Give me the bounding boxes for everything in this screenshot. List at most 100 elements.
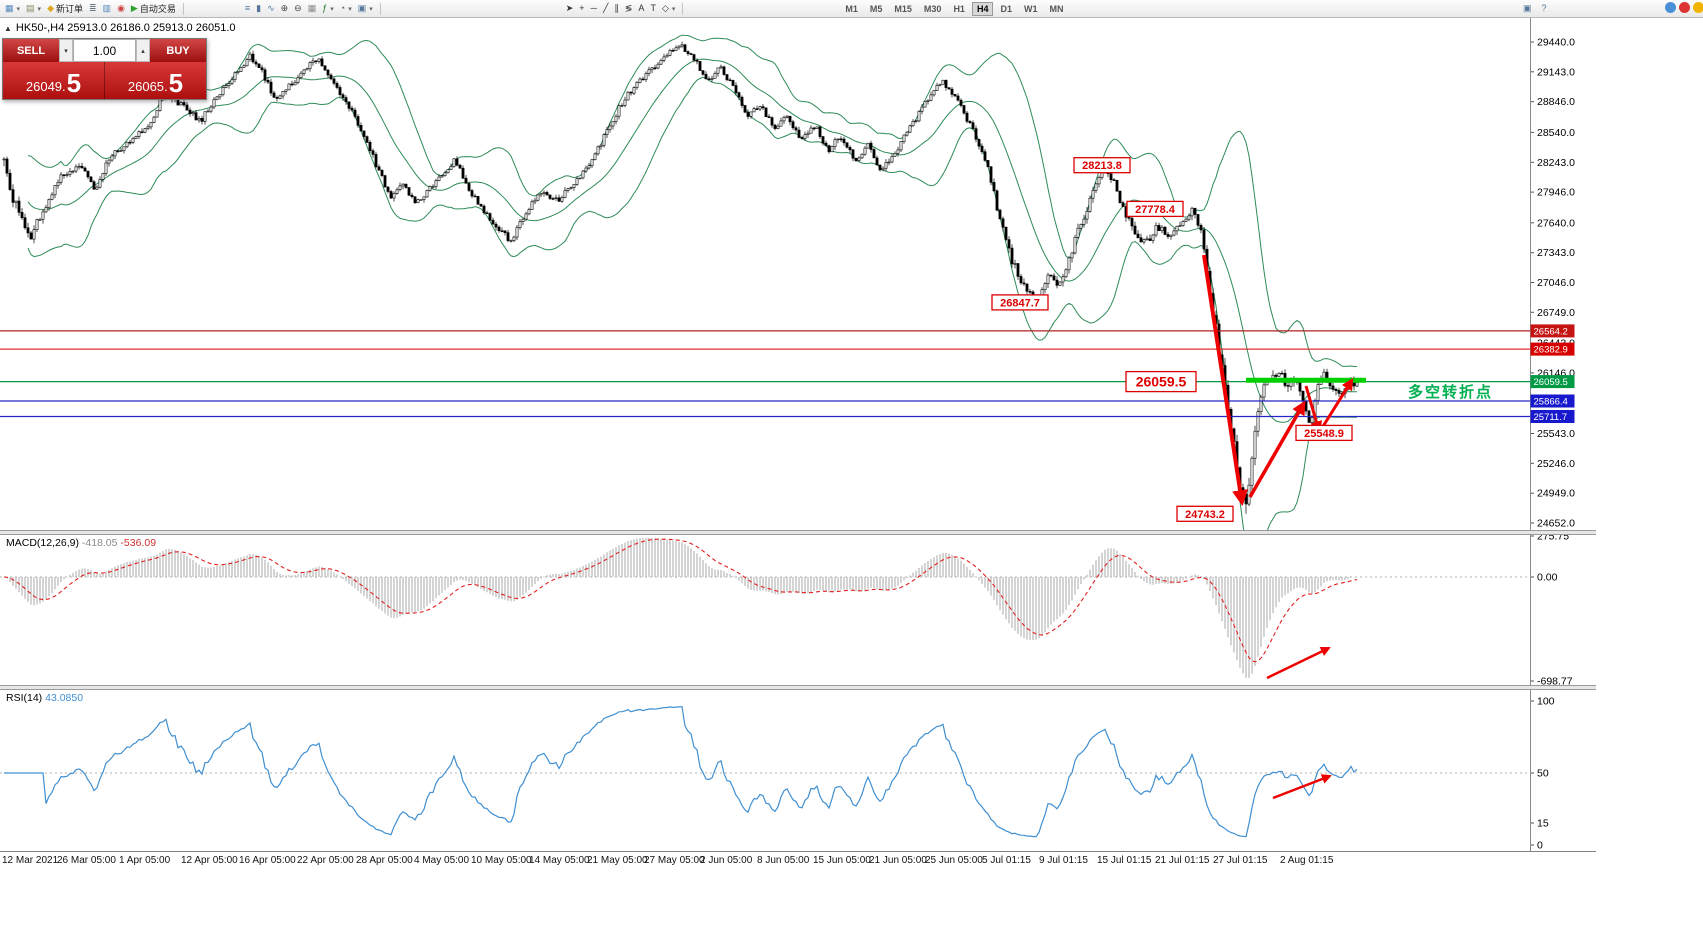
- zoom-in-button[interactable]: ⊕: [278, 1, 292, 16]
- time-axis[interactable]: 12 Mar 2021 26 Mar 05:00 1 Apr 05:00 12 Apr…: [0, 851, 1596, 870]
- profiles-button[interactable]: ▤ ▾: [23, 1, 44, 16]
- crosshair-icon: +: [579, 3, 585, 13]
- tile-windows-button[interactable]: ▦: [305, 1, 320, 16]
- toolbar-group-tools: ➤ + ─ ╱ ∥ ≶ A T ◇ ▾: [563, 1, 679, 17]
- time-axis-label: 9 Jul 01:15: [1039, 855, 1088, 866]
- chart-window[interactable]: 29440.0 29143.0 28846.0 28540.0 28243.0 27946…: [0, 17, 1596, 870]
- indicators-icon: ƒ: [322, 3, 328, 13]
- bar-chart-icon: ≡: [244, 3, 251, 13]
- bollinger-middle: [27, 58, 1357, 423]
- trendline-button[interactable]: ╱: [600, 1, 611, 16]
- timeframe-h1-button[interactable]: H1: [948, 2, 970, 16]
- volume-up-button[interactable]: ▴: [136, 39, 150, 62]
- bar-chart-button[interactable]: ≡: [242, 1, 253, 16]
- tile-windows-icon: ▦: [307, 3, 317, 13]
- price-axis-label: 26749.0: [1537, 307, 1575, 319]
- timeframe-h4-button[interactable]: H4: [971, 1, 994, 16]
- cursor-icon: ➤: [565, 3, 574, 13]
- connection-blue-icon[interactable]: [1665, 2, 1676, 13]
- new-window-button[interactable]: ▣: [1520, 1, 1535, 16]
- templates-icon: ▣: [357, 3, 367, 13]
- time-axis-label: 16 Apr 05:00: [239, 855, 296, 866]
- time-axis-label: 4 May 05:00: [414, 855, 470, 866]
- alert-yellow-icon[interactable]: [1693, 2, 1703, 13]
- time-axis-label: 12 Mar 2021: [2, 855, 59, 866]
- market-depth-icon: ≣: [89, 3, 97, 13]
- price-axis-label: 26443.0: [1537, 338, 1575, 350]
- volume-input[interactable]: [73, 39, 136, 62]
- templates-button[interactable]: ▣ ▾: [355, 1, 376, 16]
- timeframe-m15-button[interactable]: M15: [889, 2, 917, 16]
- sell-button[interactable]: SELL: [3, 39, 59, 62]
- price-axis-label: 25246.0: [1537, 458, 1575, 470]
- time-axis-label: 15 Jul 01:15: [1097, 855, 1152, 866]
- new-order-button[interactable]: ◆ 新订单: [44, 1, 86, 16]
- new-window-icon: ▣: [1523, 3, 1532, 13]
- price-chart-panel[interactable]: 29440.0 29143.0 28846.0 28540.0 28243.0 27946…: [0, 17, 1596, 530]
- price-divider: [104, 62, 105, 99]
- buy-price[interactable]: 26065. 5: [127, 68, 184, 98]
- toolbar-group-standard: ▦ ▾ ▤ ▾ ◆ 新订单 ≣ ▥ ◉ ▶ 自动交易: [2, 1, 179, 17]
- top-toolbar: ▦ ▾ ▤ ▾ ◆ 新订单 ≣ ▥ ◉ ▶ 自动交易 ≡ ▮ ∿ ⊕ ⊖ ▦ ƒ ▾ ◔ ▾ ▣ ▾ ➤ + ─ ╱ ∥ ≶ A T ◇ ▾ M1…: [0, 0, 1703, 18]
- fibonacci-button[interactable]: ≶: [622, 1, 636, 16]
- crosshair-button[interactable]: +: [576, 1, 587, 16]
- time-axis-label: 12 Apr 05:00: [181, 855, 238, 866]
- volume-down-button[interactable]: ▾: [59, 39, 73, 62]
- timeframe-m30-button[interactable]: M30: [919, 2, 947, 16]
- macd-axis-label: 0.00: [1537, 572, 1558, 584]
- candlestick-chart-button[interactable]: ▮: [253, 1, 264, 16]
- text-label-button[interactable]: T: [647, 1, 659, 16]
- chevron-down-icon: ▾: [671, 5, 676, 13]
- time-axis-label: 14 May 05:00: [529, 855, 590, 866]
- timeframe-mn-button[interactable]: MN: [1044, 2, 1068, 16]
- new-chart-button[interactable]: ▦ ▾: [2, 1, 23, 16]
- zoom-in-icon: ⊕: [280, 3, 289, 13]
- macd-panel[interactable]: 275.75 0.00 -698.77: [0, 533, 1596, 685]
- time-axis-label: 8 Jun 05:00: [757, 855, 810, 866]
- price-axis-label: 24949.0: [1537, 488, 1575, 500]
- time-axis-label: 21 Jul 01:15: [1155, 855, 1210, 866]
- one-click-trading-panel: SELL ▾ ▴ BUY 26049.5 26065.5: [2, 38, 207, 100]
- horizontal-line-button[interactable]: ─: [588, 1, 600, 16]
- help-icon: ?: [1541, 3, 1547, 13]
- alert-red-icon[interactable]: [1679, 2, 1690, 13]
- market-depth-button[interactable]: ≣: [86, 1, 100, 16]
- chevron-down-icon: ▾: [330, 5, 334, 13]
- equidistant-channel-button[interactable]: ∥: [611, 1, 622, 16]
- rsi-axis-label: 15: [1537, 818, 1549, 830]
- collapse-arrow-icon[interactable]: ▲: [4, 23, 12, 33]
- timeframe-w1-button[interactable]: W1: [1019, 2, 1043, 16]
- panel-splitter-rsi[interactable]: [0, 685, 1596, 690]
- objects-button[interactable]: ◇ ▾: [659, 1, 678, 16]
- time-axis-label: 27 Jul 01:15: [1213, 855, 1268, 866]
- auto-trading-button[interactable]: ▶ 自动交易: [128, 1, 179, 16]
- timeframe-m1-button[interactable]: M1: [840, 2, 863, 16]
- text-icon: A: [638, 3, 645, 13]
- text-label-icon: T: [650, 3, 656, 13]
- alerts-button[interactable]: ◉: [114, 1, 128, 16]
- periods-button[interactable]: ◔ ▾: [337, 1, 355, 16]
- help-button[interactable]: ?: [1539, 1, 1550, 16]
- data-window-button[interactable]: ▥: [100, 1, 115, 16]
- rsi-panel[interactable]: 100 50 15 0: [0, 688, 1596, 851]
- time-axis-label: 25 Jun 05:00: [925, 855, 983, 866]
- profiles-icon: ▤: [26, 3, 35, 13]
- timeframe-d1-button[interactable]: D1: [995, 2, 1017, 16]
- data-window-icon: ▥: [102, 3, 112, 13]
- indicators-button[interactable]: ƒ ▾: [319, 1, 337, 16]
- panel-splitter-macd[interactable]: [0, 530, 1596, 535]
- sell-price[interactable]: 26049. 5: [25, 68, 82, 98]
- zoom-out-button[interactable]: ⊖: [291, 1, 305, 16]
- price-axis-label: 27343.0: [1537, 247, 1575, 259]
- text-button[interactable]: A: [635, 1, 647, 16]
- chevron-down-icon: ▾: [348, 5, 352, 13]
- chart-ohlc-title: ▲ HK50-,H4 25913.0 26186.0 25913.0 26051…: [4, 22, 236, 34]
- fibonacci-icon: ≶: [624, 3, 633, 13]
- time-axis-label: 2 Aug 01:15: [1280, 855, 1334, 866]
- line-chart-button[interactable]: ∿: [264, 1, 278, 16]
- cursor-button[interactable]: ➤: [563, 1, 577, 16]
- timeframe-m5-button[interactable]: M5: [865, 2, 888, 16]
- time-axis-label: 10 May 05:00: [471, 855, 532, 866]
- price-axis-label: 28846.0: [1537, 96, 1575, 108]
- buy-button[interactable]: BUY: [150, 39, 206, 62]
